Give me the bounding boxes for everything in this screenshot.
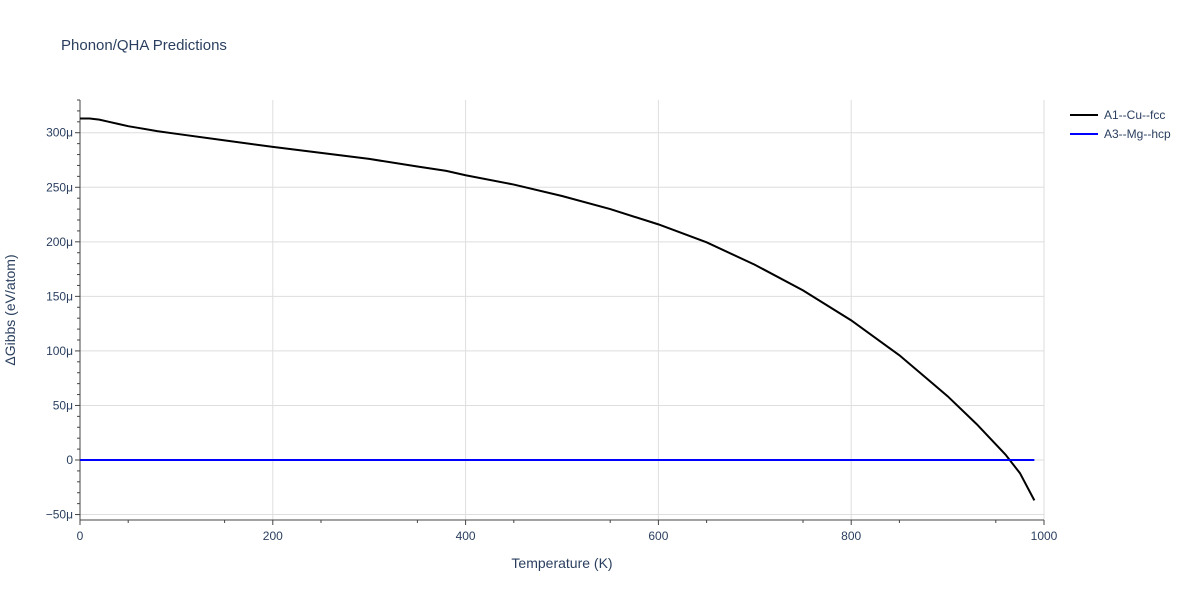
chart-title: Phonon/QHA Predictions	[61, 37, 227, 54]
tick-labels: 0 200 400 600 800 1000 −50μ 0 50μ 100μ 150μ 200μ 250…	[46, 126, 1058, 543]
y-tick-label: −50μ	[46, 508, 73, 522]
y-tick-label: 300μ	[46, 126, 73, 140]
x-tick-label: 0	[77, 529, 84, 543]
series-line-0	[80, 117, 1036, 501]
legend-label-1: A3--Mg--hcp	[1104, 127, 1171, 141]
x-tick-label: 200	[263, 529, 283, 543]
legend: A1--Cu--fcc A3--Mg--hcp	[1070, 108, 1171, 141]
grid	[80, 100, 1045, 520]
x-tick-label: 400	[456, 529, 476, 543]
x-tick-label: 600	[648, 529, 668, 543]
y-tick-label: 100μ	[46, 344, 73, 358]
x-tick-label: 800	[841, 529, 861, 543]
y-tick-label: 150μ	[46, 289, 73, 303]
y-tick-label: 50μ	[53, 398, 73, 412]
x-tick-label: 1000	[1031, 529, 1058, 543]
plot-area	[80, 117, 1036, 501]
legend-label-0: A1--Cu--fcc	[1104, 108, 1165, 122]
y-axis-title: ΔGibbs (eV/atom)	[2, 254, 18, 365]
x-axis-title: Temperature (K)	[511, 555, 612, 571]
y-tick-label: 200μ	[46, 235, 73, 249]
y-tick-label: 0	[66, 453, 73, 467]
axes	[75, 100, 1045, 525]
y-tick-label: 250μ	[46, 180, 73, 194]
